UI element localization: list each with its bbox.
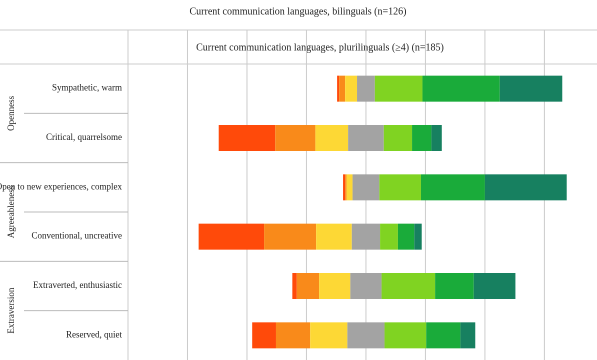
- group-label: Agreeableness: [6, 185, 16, 238]
- bar-segment: [339, 75, 346, 102]
- bar-segment: [316, 223, 352, 250]
- bar-segment: [473, 273, 516, 299]
- row-label: Open to new experiences, complex: [0, 181, 122, 191]
- bar-segment: [380, 223, 398, 250]
- chart-subtitle: Current communication languages, plurili…: [196, 42, 444, 53]
- row-label: Sympathetic, warm: [52, 83, 122, 93]
- bar-segment: [310, 322, 348, 349]
- bar-segment: [384, 322, 427, 349]
- bar-segment: [414, 223, 422, 250]
- bar-segment: [435, 273, 474, 299]
- group-label: Extraversion: [6, 287, 16, 333]
- bar-segment: [431, 125, 442, 151]
- bar-segment: [252, 322, 276, 349]
- bar-segment: [351, 223, 381, 250]
- bar-segment: [383, 125, 413, 151]
- bar-segment: [499, 75, 563, 102]
- bar-segment: [296, 273, 320, 299]
- bar-segment: [350, 273, 382, 299]
- bar-segment: [422, 75, 500, 102]
- bar-segment: [345, 75, 358, 102]
- bar-segment: [198, 223, 265, 250]
- row-label: Conventional, uncreative: [32, 231, 122, 241]
- bar-segment: [315, 125, 349, 151]
- bar-segment: [420, 174, 485, 201]
- bar-segment: [374, 75, 423, 102]
- bar-segment: [292, 273, 297, 299]
- bar-segment: [275, 125, 316, 151]
- bar-segment: [381, 273, 436, 299]
- bar-segment: [218, 125, 276, 151]
- bar-segment: [343, 174, 346, 201]
- row-label: Extraverted, enthusiastic: [33, 280, 122, 290]
- bar-segment: [352, 174, 380, 201]
- bar-segment: [379, 174, 421, 201]
- chart-title: Current communication languages, bilingu…: [190, 6, 407, 17]
- bar-segment: [346, 174, 353, 201]
- bar-segment: [426, 322, 461, 349]
- row-label: Critical, quarrelsome: [46, 132, 122, 142]
- bar-segment: [484, 174, 567, 201]
- bar-segment: [347, 322, 385, 349]
- bar-segment: [348, 125, 384, 151]
- bar-segment: [337, 75, 340, 102]
- bar-segment: [397, 223, 415, 250]
- group-label: Openness: [6, 95, 16, 130]
- bar-segment: [345, 174, 347, 201]
- bar-segment: [412, 125, 432, 151]
- bar-segment: [460, 322, 476, 349]
- bar-segment: [357, 75, 375, 102]
- row-label: Reserved, quiet: [66, 329, 122, 339]
- bar-segment: [275, 322, 311, 349]
- bar-segment: [264, 223, 317, 250]
- bar-segment: [319, 273, 351, 299]
